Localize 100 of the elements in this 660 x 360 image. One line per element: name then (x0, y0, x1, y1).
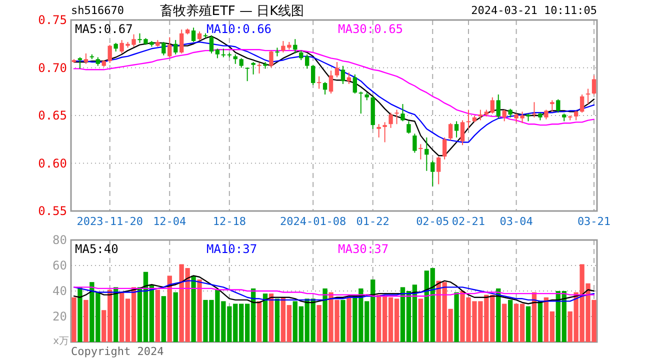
candlestick (592, 74, 596, 95)
candlestick (269, 50, 274, 68)
bar (114, 287, 118, 342)
bar (526, 306, 531, 342)
candlestick (424, 136, 429, 172)
text: Copyright 2024 (71, 345, 164, 358)
line-series (73, 280, 595, 302)
candlestick (574, 110, 578, 121)
y-axis-title: x万 (53, 336, 69, 347)
bar (161, 296, 166, 342)
candlestick (436, 156, 441, 185)
chart-subtitle: sh516670 (71, 4, 124, 17)
bar (322, 288, 328, 342)
bar (316, 305, 322, 342)
candlestick (544, 109, 548, 120)
x-tick-label: 2023-11-20 (76, 215, 143, 228)
x-tick-label: 02-21 (452, 215, 486, 228)
series-label: MA30:0.65 (338, 22, 404, 36)
bar (502, 304, 507, 342)
candlestick (305, 54, 310, 70)
candlestick (257, 62, 262, 74)
candlestick (454, 120, 459, 138)
y-tick-label: 0.70 (38, 60, 67, 75)
candlestick (460, 120, 465, 146)
candlestick (209, 34, 214, 54)
line-series (73, 286, 595, 297)
y-tick-label: 80 (52, 233, 67, 247)
candlestick (108, 44, 112, 64)
text: MA10:37 (206, 242, 258, 256)
candlestick (162, 41, 166, 56)
bar (268, 294, 274, 342)
candlestick (78, 56, 82, 70)
candlestick (406, 120, 411, 134)
y-tick-label: 0.75 (38, 13, 67, 27)
candlestick (358, 91, 363, 114)
y-tick-label: 0.60 (38, 156, 67, 170)
x-tick-label: 12-18 (212, 215, 246, 228)
candlestick (251, 62, 256, 75)
candlestick (496, 94, 500, 119)
candlestick (179, 29, 184, 54)
text: MA30:37 (338, 242, 389, 256)
bar (532, 292, 537, 342)
x-tick-label: 02-05 (416, 215, 450, 228)
bar (340, 300, 346, 342)
x-tick-label: 12-04 (153, 215, 187, 228)
bar (418, 298, 423, 342)
y-tick-label: 0.55 (38, 204, 67, 218)
y-tick-label: 0.65 (38, 108, 67, 122)
bar (84, 300, 88, 342)
candlestick (388, 112, 393, 128)
bar (346, 297, 352, 342)
candlestick (400, 104, 405, 122)
candlestick (502, 109, 506, 122)
candlestick (550, 100, 554, 112)
bar (197, 280, 202, 342)
y-tick-label: 20 (52, 310, 67, 324)
bar (155, 290, 160, 342)
bar (72, 297, 76, 342)
candlestick (430, 160, 435, 187)
candlestick (191, 27, 196, 42)
candlestick (352, 74, 358, 94)
candlestick (340, 65, 346, 84)
candlestick (84, 52, 88, 64)
candlestick (466, 109, 471, 130)
candlestick (275, 47, 280, 57)
chart-title: 畜牧养殖ETF — 日K线图 (160, 3, 304, 19)
candlestick (215, 48, 220, 59)
bar (173, 292, 178, 342)
candlestick (293, 38, 298, 54)
series-label: MA10:0.66 (206, 22, 272, 36)
candlestick (239, 58, 244, 68)
bar (256, 301, 262, 342)
bar (274, 298, 280, 342)
bar (191, 276, 196, 342)
candlestick (556, 98, 560, 114)
candlestick (168, 36, 172, 58)
candlestick (418, 144, 423, 160)
candlestick (394, 109, 399, 125)
bar (496, 288, 501, 342)
candlestick (412, 133, 417, 154)
candlestick (376, 124, 381, 138)
candlestick (382, 122, 387, 143)
candlestick (478, 109, 483, 121)
bar (538, 301, 543, 342)
series-label: MA5:0.67 (75, 22, 133, 36)
candlestick (174, 40, 178, 55)
candlestick (245, 67, 250, 82)
candlestick (299, 50, 304, 61)
x-tick-label: 03-04 (500, 215, 534, 228)
x-tick-label: 2024-01-08 (280, 215, 346, 228)
bar (262, 294, 268, 342)
x-tick-label: 03-21 (577, 215, 611, 228)
candlestick (310, 64, 316, 86)
candlestick (586, 88, 590, 105)
candlestick (532, 102, 536, 118)
candlestick (322, 82, 328, 95)
candlestick (580, 94, 584, 114)
y-tick-label: 60 (52, 258, 67, 272)
bar (167, 276, 172, 342)
candlestick (334, 62, 340, 78)
